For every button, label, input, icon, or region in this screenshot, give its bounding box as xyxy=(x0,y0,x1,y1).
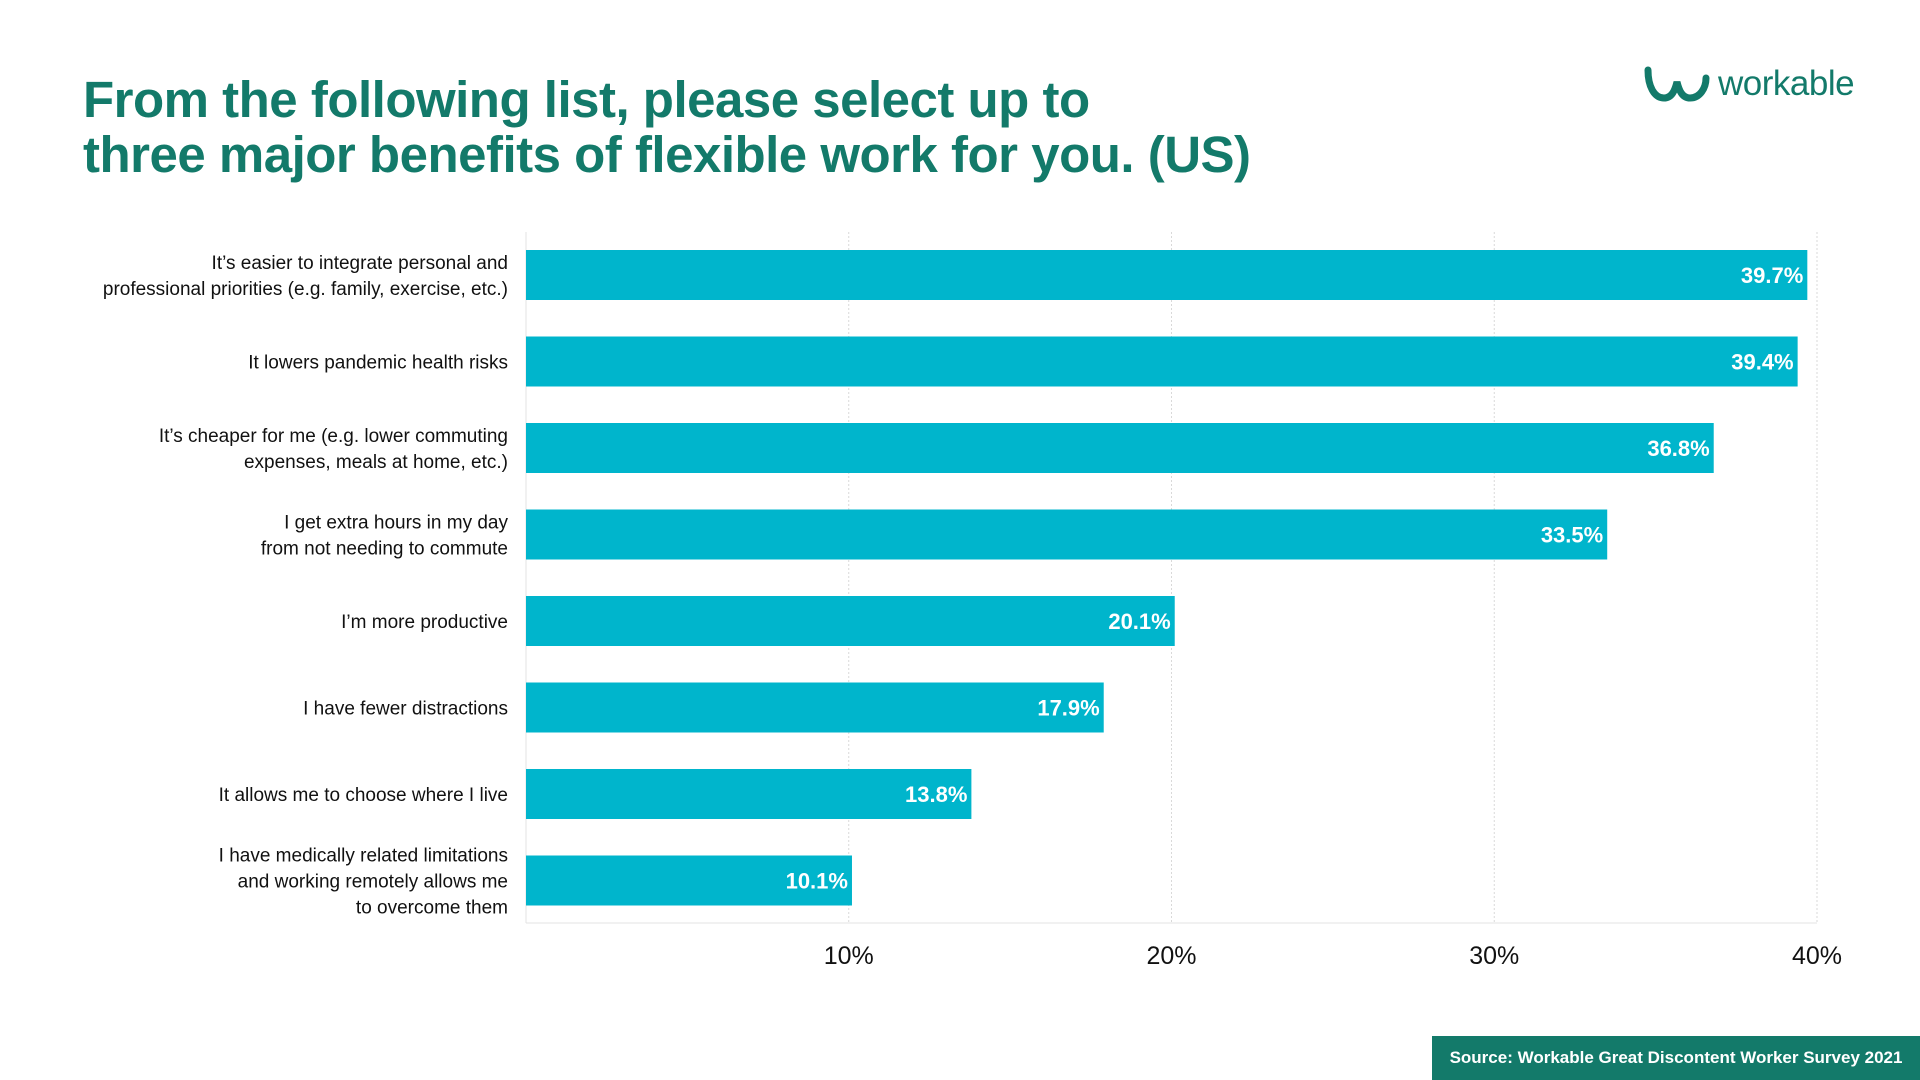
workable-logo: workable xyxy=(1644,62,1855,106)
bar xyxy=(526,250,1808,300)
data-label: 20.1% xyxy=(1108,609,1170,634)
category-label-line: and working remotely allows me xyxy=(238,872,508,893)
data-label: 39.4% xyxy=(1731,350,1793,375)
category-label-line: It lowers pandemic health risks xyxy=(248,353,508,374)
category-label: It lowers pandemic health risks xyxy=(248,353,508,374)
chart-title-line-2: three major benefits of flexible work fo… xyxy=(83,126,1251,183)
x-tick-label: 40% xyxy=(1792,942,1842,970)
data-label: 36.8% xyxy=(1647,436,1709,461)
data-label: 33.5% xyxy=(1541,523,1603,548)
x-tick-label: 30% xyxy=(1469,942,1519,970)
source-note: Source: Workable Great Discontent Worker… xyxy=(1432,1036,1920,1080)
category-label-line: expenses, meals at home, etc.) xyxy=(244,452,508,473)
bar xyxy=(526,769,972,819)
category-label: It’s cheaper for me (e.g. lower commutin… xyxy=(159,426,508,473)
chart-title-line-1: From the following list, please select u… xyxy=(83,71,1090,128)
category-label: I get extra hours in my day from not need… xyxy=(261,513,509,560)
data-label: 39.7% xyxy=(1741,263,1803,288)
category-label-line: I’m more productive xyxy=(341,612,508,633)
category-label-line: I have fewer distractions xyxy=(303,699,508,720)
category-label: I have medically related limitations and … xyxy=(219,846,508,919)
category-label: I have fewer distractions xyxy=(303,699,508,720)
category-label-line: I have medically related limitations xyxy=(219,846,508,867)
x-tick-label: 10% xyxy=(824,942,874,970)
logo-text: workable xyxy=(1718,64,1855,103)
bar xyxy=(526,509,1608,560)
bar xyxy=(526,596,1175,646)
bar xyxy=(526,682,1104,733)
bar xyxy=(526,423,1714,473)
category-label-line: to overcome them xyxy=(356,898,508,919)
bar xyxy=(526,336,1798,387)
bar xyxy=(526,855,852,906)
category-label-line: professional priorities (e.g. family, ex… xyxy=(103,279,508,300)
category-label-line: It allows me to choose where I live xyxy=(219,785,508,806)
category-label-line: It’s cheaper for me (e.g. lower commutin… xyxy=(159,426,508,447)
category-label-line: It’s easier to integrate personal and xyxy=(212,253,508,274)
category-label-line: from not needing to commute xyxy=(261,539,508,560)
category-label-line: I get extra hours in my day xyxy=(284,513,508,534)
category-label: It’s easier to integrate personal and pro… xyxy=(103,253,508,300)
chart-title: From the following list, please select u… xyxy=(83,72,1383,182)
data-label: 10.1% xyxy=(786,869,848,894)
data-label: 17.9% xyxy=(1037,696,1099,721)
x-tick-label: 20% xyxy=(1146,942,1196,970)
workable-logo-icon xyxy=(1644,66,1710,102)
data-label: 13.8% xyxy=(905,782,967,807)
category-label: I’m more productive xyxy=(341,612,508,633)
category-label: It allows me to choose where I live xyxy=(219,785,508,806)
